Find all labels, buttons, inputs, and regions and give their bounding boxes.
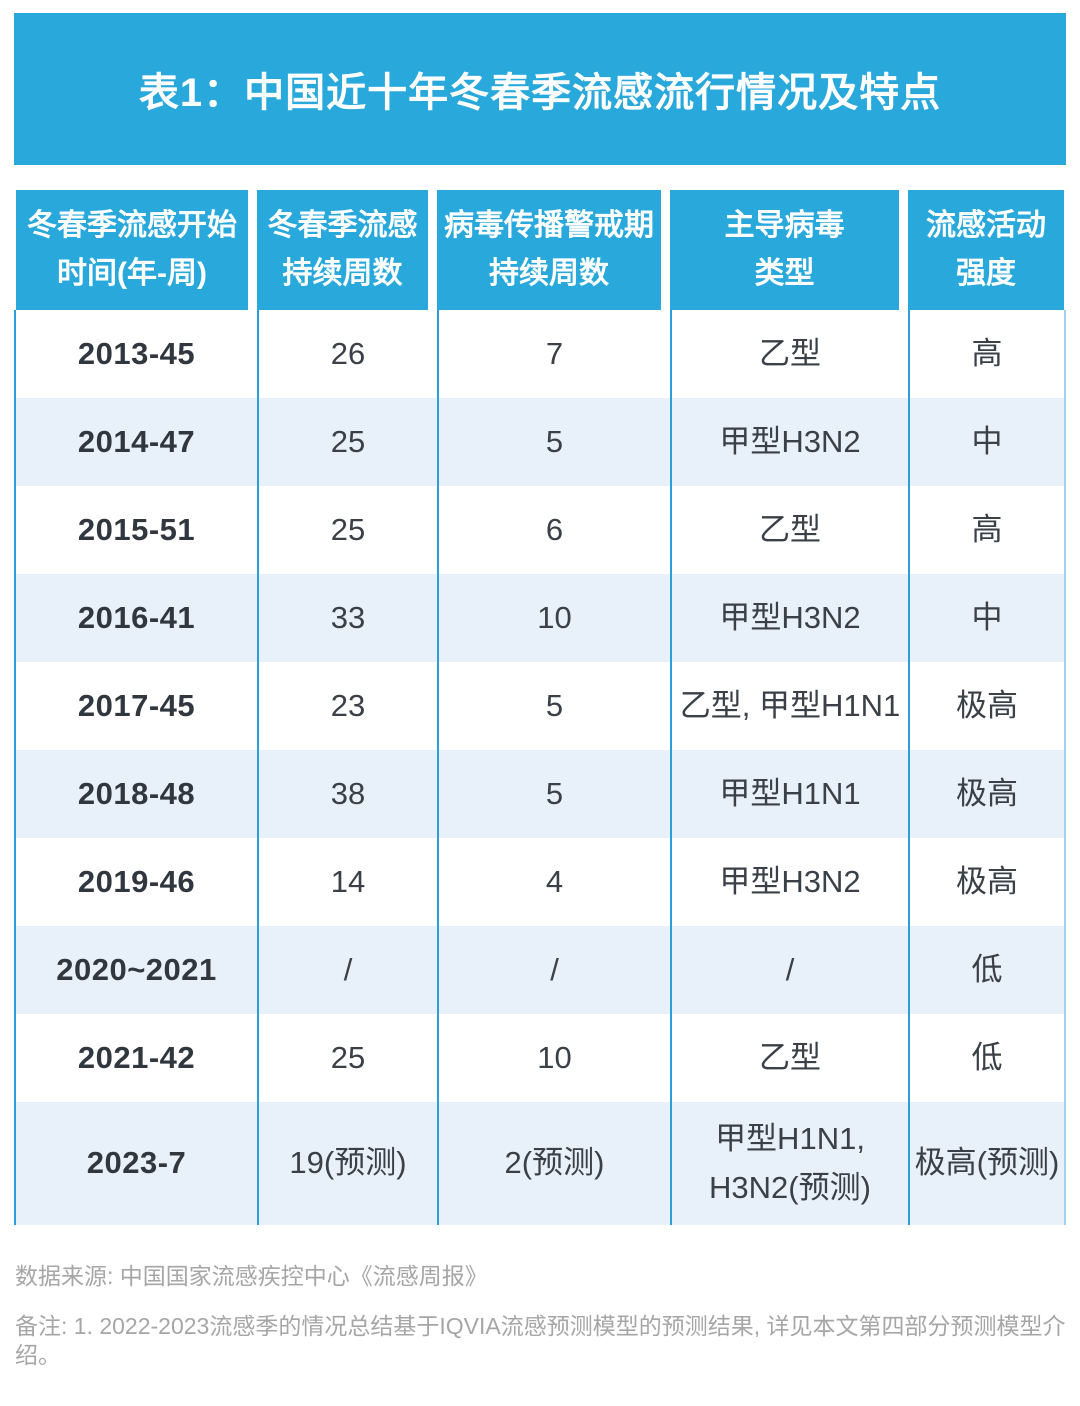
header-label-line: 类型	[754, 257, 815, 290]
title-banner: 表1：中国近十年冬春季流感流行情况及特点	[14, 13, 1066, 165]
table-cell: 2017-45	[77, 687, 196, 723]
header-label-line: 强度	[956, 257, 1016, 290]
table-cell: 甲型H3N2	[670, 398, 908, 486]
footnote-source: 数据来源: 中国国家流感疾控中心《流感周报》	[15, 1263, 488, 1289]
table-cell: 2(预测)	[437, 1102, 670, 1225]
header-cell-alert-weeks: 病毒传播警戒期 持续周数	[437, 190, 661, 310]
footnotes: 数据来源: 中国国家流感疾控中心《流感周报》 备注: 1. 2022-2023流…	[14, 1262, 1066, 1369]
table-row: 2016-41 33 10 甲型H3N2 中	[14, 574, 1066, 662]
header-label-line: 冬春季流感	[267, 209, 418, 242]
table-cell: 2013-45	[77, 335, 196, 371]
header-label-line: 持续周数	[282, 257, 403, 290]
table-cell: 乙型	[670, 486, 908, 574]
table-header-row: 冬春季流感开始 时间(年-周) 冬春季流感 持续周数 病毒传播警戒期 持续周数 …	[14, 190, 1066, 310]
table-row: 2015-51 25 6 乙型 高	[14, 486, 1066, 574]
table-cell: 乙型, 甲型H1N1	[670, 662, 908, 750]
table-cell: 高	[908, 486, 1064, 574]
table-cell: 14	[257, 838, 437, 926]
table-cell: 2019-46	[77, 863, 196, 899]
table-cell: 极高(预测)	[908, 1102, 1064, 1225]
table-cell: 甲型H1N1, H3N2(预测)	[670, 1102, 908, 1225]
table-cell: 乙型	[670, 1014, 908, 1102]
table-cell: 4	[437, 838, 670, 926]
header-label-line: 时间(年-周)	[57, 257, 207, 290]
page-title: 表1：中国近十年冬春季流感流行情况及特点	[138, 71, 942, 115]
table-cell: /	[257, 926, 437, 1014]
table-cell: 25	[257, 486, 437, 574]
table-cell: 10	[437, 574, 670, 662]
table-cell: 5	[437, 398, 670, 486]
table-cell: 中	[908, 398, 1064, 486]
header-cell-start-time: 冬春季流感开始 时间(年-周)	[16, 190, 248, 310]
table-row: 2023-7 19(预测) 2(预测) 甲型H1N1, H3N2(预测) 极高(…	[14, 1102, 1066, 1225]
table-cell: 26	[257, 310, 437, 398]
table-cell: 25	[257, 398, 437, 486]
table-cell: 5	[437, 750, 670, 838]
table-cell: 高	[908, 310, 1064, 398]
table-cell: 23	[257, 662, 437, 750]
table-cell: 甲型H3N2	[670, 838, 908, 926]
table-cell: 2016-41	[77, 599, 196, 635]
table-cell: 2023-7	[86, 1145, 187, 1181]
table-row: 2021-42 25 10 乙型 低	[14, 1014, 1066, 1102]
table-cell: 19(预测)	[257, 1102, 437, 1225]
table-row: 2018-48 38 5 甲型H1N1 极高	[14, 750, 1066, 838]
table-cell: 10	[437, 1014, 670, 1102]
header-cell-activity-level: 流感活动 强度	[908, 190, 1064, 310]
header-label-line: 持续周数	[489, 257, 609, 290]
table-cell: 极高	[908, 662, 1064, 750]
table-row: 2017-45 23 5 乙型, 甲型H1N1 极高	[14, 662, 1066, 750]
table-row: 2019-46 14 4 甲型H3N2 极高	[14, 838, 1066, 926]
header-label-line: 流感活动	[926, 209, 1046, 242]
table-row: 2020~2021 / / / 低	[14, 926, 1066, 1014]
table-cell: 极高	[908, 838, 1064, 926]
table-cell: 乙型	[670, 310, 908, 398]
table-cell: /	[670, 926, 908, 1014]
table-cell: 甲型H3N2	[670, 574, 908, 662]
table-cell: 38	[257, 750, 437, 838]
header-label-line: 病毒传播警戒期	[444, 209, 654, 242]
table-cell: 低	[908, 926, 1064, 1014]
table-cell: 2021-42	[77, 1039, 196, 1075]
table-cell: 2014-47	[77, 423, 196, 459]
header-cell-dominant-virus: 主导病毒 类型	[670, 190, 899, 310]
header-label-line: 主导病毒	[724, 209, 845, 242]
flu-table: 冬春季流感开始 时间(年-周) 冬春季流感 持续周数 病毒传播警戒期 持续周数 …	[14, 190, 1066, 1225]
table-cell: 甲型H1N1	[670, 750, 908, 838]
table-cell: 5	[437, 662, 670, 750]
table-row: 2013-45 26 7 乙型 高	[14, 310, 1066, 398]
table-cell: 7	[437, 310, 670, 398]
table-cell: 中	[908, 574, 1064, 662]
table-cell: /	[437, 926, 670, 1014]
footnote-note: 备注: 1. 2022-2023流感季的情况总结基于IQVIA流感预测模型的预测…	[15, 1312, 1066, 1368]
table-cell: 2018-48	[77, 775, 196, 811]
table-cell: 低	[908, 1014, 1064, 1102]
table-cell: 6	[437, 486, 670, 574]
table-cell: 极高	[908, 750, 1064, 838]
header-cell-duration-weeks: 冬春季流感 持续周数	[257, 190, 428, 310]
table-cell: 2020~2021	[56, 951, 217, 987]
table-cell: 33	[257, 574, 437, 662]
table-cell: 25	[257, 1014, 437, 1102]
table-cell: 2015-51	[77, 511, 196, 547]
table-row: 2014-47 25 5 甲型H3N2 中	[14, 398, 1066, 486]
header-label-line: 冬春季流感开始	[27, 209, 237, 242]
